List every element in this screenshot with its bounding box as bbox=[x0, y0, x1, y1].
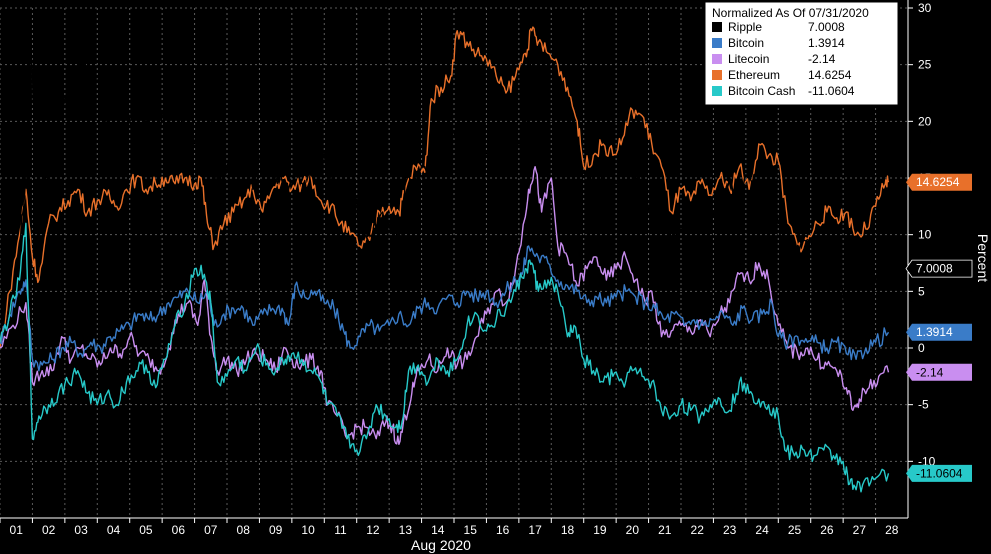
series-lines bbox=[0, 26, 890, 493]
x-tick-label: 04 bbox=[107, 523, 121, 537]
x-tick-label: 11 bbox=[334, 523, 347, 537]
legend-series-name: Ethereum bbox=[728, 68, 780, 82]
x-tick-label: 12 bbox=[366, 523, 380, 537]
legend: Normalized As Of 07/31/2020 Ripple 7.0008… bbox=[704, 1, 899, 106]
y-tick-label: -10 bbox=[918, 454, 936, 468]
end-tag-bitcoin-cash bbox=[906, 464, 972, 482]
legend-series-name: Bitcoin bbox=[728, 36, 764, 50]
x-tick-label: 28 bbox=[885, 523, 899, 537]
end-tag-label: 14.6254 bbox=[916, 175, 960, 189]
y-tick-label: -5 bbox=[918, 398, 929, 412]
legend-series-value: 7.0008 bbox=[808, 20, 845, 34]
legend-series-name: Bitcoin Cash bbox=[728, 84, 795, 98]
end-tag-litecoin bbox=[906, 363, 972, 381]
y-tick-label: 10 bbox=[918, 228, 932, 242]
legend-swatch bbox=[712, 38, 722, 48]
legend-swatch bbox=[712, 70, 722, 80]
end-tag-label: -2.14 bbox=[916, 365, 944, 379]
x-tick-label: 17 bbox=[528, 523, 542, 537]
x-tick-label: 24 bbox=[755, 523, 769, 537]
series-line-bitcoin bbox=[0, 245, 890, 372]
x-tick-label: 16 bbox=[496, 523, 510, 537]
series-line-ripple bbox=[0, 35, 890, 337]
x-tick-label: 01 bbox=[10, 523, 24, 537]
x-tick-label: 25 bbox=[788, 523, 802, 537]
x-tick-label: 08 bbox=[237, 523, 251, 537]
x-tick-label: 21 bbox=[658, 523, 672, 537]
x-tick-label: 05 bbox=[139, 523, 153, 537]
x-tick-label: 02 bbox=[42, 523, 56, 537]
end-tag-ripple bbox=[905, 259, 973, 278]
legend-swatch bbox=[712, 54, 722, 64]
legend-box bbox=[704, 1, 899, 106]
y-tick-label: 30 bbox=[918, 1, 932, 15]
series-line-litecoin bbox=[0, 165, 890, 445]
series-line-ethereum bbox=[0, 26, 890, 349]
legend-series-value: 14.6254 bbox=[808, 68, 852, 82]
legend-series-name: Ripple bbox=[728, 20, 762, 34]
x-tick-label: 03 bbox=[74, 523, 88, 537]
x-tick-label: 07 bbox=[204, 523, 218, 537]
legend-series-value: 1.3914 bbox=[808, 36, 845, 50]
end-tag-label: -11.0604 bbox=[916, 466, 963, 480]
x-tick-label: 27 bbox=[853, 523, 867, 537]
x-tick-label: 15 bbox=[464, 523, 478, 537]
x-tick-label: 23 bbox=[723, 523, 737, 537]
legend-swatch bbox=[712, 86, 722, 96]
x-axis-title: Aug 2020 bbox=[411, 537, 471, 553]
legend-title: Normalized As Of 07/31/2020 bbox=[712, 6, 869, 20]
x-tick-label: 14 bbox=[431, 523, 445, 537]
legend-swatch bbox=[712, 22, 722, 32]
gridlines bbox=[0, 7, 908, 518]
x-tick-label: 06 bbox=[172, 523, 186, 537]
x-tick-label: 10 bbox=[301, 523, 315, 537]
x-tick-label: 22 bbox=[691, 523, 705, 537]
end-tag-label: 7.0008 bbox=[916, 262, 953, 276]
series-line-bitcoin-cash bbox=[0, 222, 890, 493]
legend-series-value: -2.14 bbox=[808, 52, 836, 66]
x-axis: 01 02 03 04 05 06 07 08 09 10 11 12 13 14 15 16 17 18 19 20… bbox=[0, 517, 908, 537]
legend-series-value: -11.0604 bbox=[808, 84, 855, 98]
x-tick-label: 19 bbox=[593, 523, 607, 537]
end-value-tags: 7.0008 1.3914 -2.14 14.6254 -11.0604 bbox=[905, 173, 973, 482]
legend-series-name: Litecoin bbox=[728, 52, 769, 66]
y-tick-label: 25 bbox=[918, 58, 932, 72]
y-tick-label: 20 bbox=[918, 114, 932, 128]
x-tick-label: 18 bbox=[561, 523, 575, 537]
y-tick-label: 5 bbox=[918, 284, 925, 298]
end-tag-ethereum bbox=[906, 173, 972, 191]
end-tag-label: 1.3914 bbox=[916, 325, 953, 339]
x-tick-label: 09 bbox=[269, 523, 283, 537]
x-tick-label: 26 bbox=[820, 523, 834, 537]
x-tick-label: 13 bbox=[399, 523, 413, 537]
end-tag-bitcoin bbox=[906, 323, 972, 341]
y-tick-label: 0 bbox=[918, 341, 925, 355]
x-tick-label: 20 bbox=[626, 523, 640, 537]
y-axis-title: Percent bbox=[975, 234, 991, 282]
